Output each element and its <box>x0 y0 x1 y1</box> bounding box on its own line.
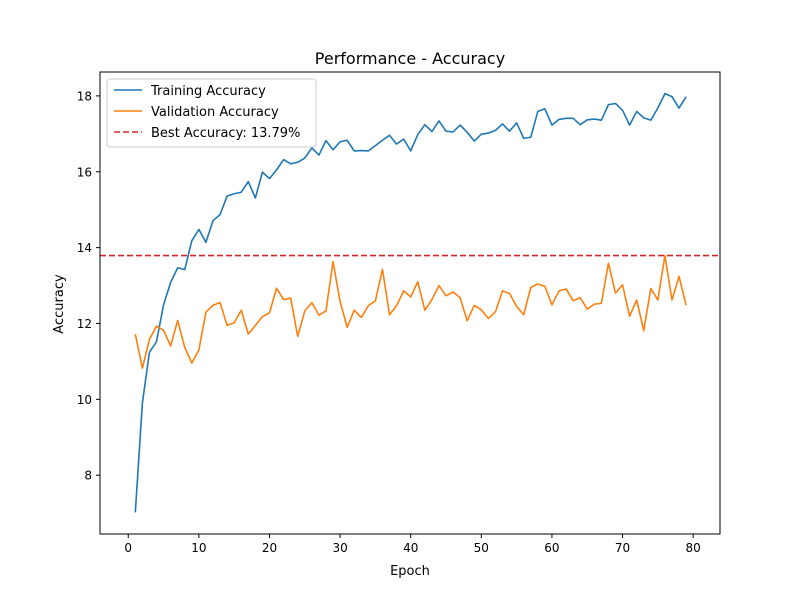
x-tick-label: 50 <box>474 541 489 555</box>
legend-label-best-accuracy: Best Accuracy: 13.79% <box>151 126 300 141</box>
y-axis-label: Accuracy <box>52 274 67 334</box>
chart-title: Performance - Accuracy <box>315 49 505 68</box>
legend-box <box>106 78 317 148</box>
x-tick-label: 60 <box>544 541 559 555</box>
x-tick-label: 10 <box>191 541 206 555</box>
y-tick-label: 16 <box>77 165 92 179</box>
x-tick-label: 0 <box>124 541 132 555</box>
y-tick-label: 10 <box>77 393 92 407</box>
legend: Training Accuracy Validation Accuracy Be… <box>106 78 317 148</box>
x-tick-label: 80 <box>686 541 701 555</box>
x-tick-label: 40 <box>403 541 418 555</box>
y-tick-label: 18 <box>77 89 92 103</box>
series-layer <box>134 92 687 513</box>
x-tick-label: 30 <box>332 541 347 555</box>
x-tick-label: 20 <box>262 541 277 555</box>
plot-frame <box>99 71 721 535</box>
y-tick-label: 8 <box>84 469 92 483</box>
x-tick-label: 70 <box>615 541 630 555</box>
y-tick-label: 14 <box>77 241 92 255</box>
axis-ticks: 0 10 20 30 40 50 60 70 80 8 10 12 14 16 18 <box>77 89 701 555</box>
x-axis-label: Epoch <box>390 564 430 579</box>
legend-label-training: Training Accuracy <box>150 84 266 99</box>
legend-label-validation: Validation Accuracy <box>151 105 279 120</box>
y-tick-label: 12 <box>77 317 92 331</box>
validation-accuracy-line <box>134 254 687 370</box>
training-accuracy-line <box>134 92 687 513</box>
